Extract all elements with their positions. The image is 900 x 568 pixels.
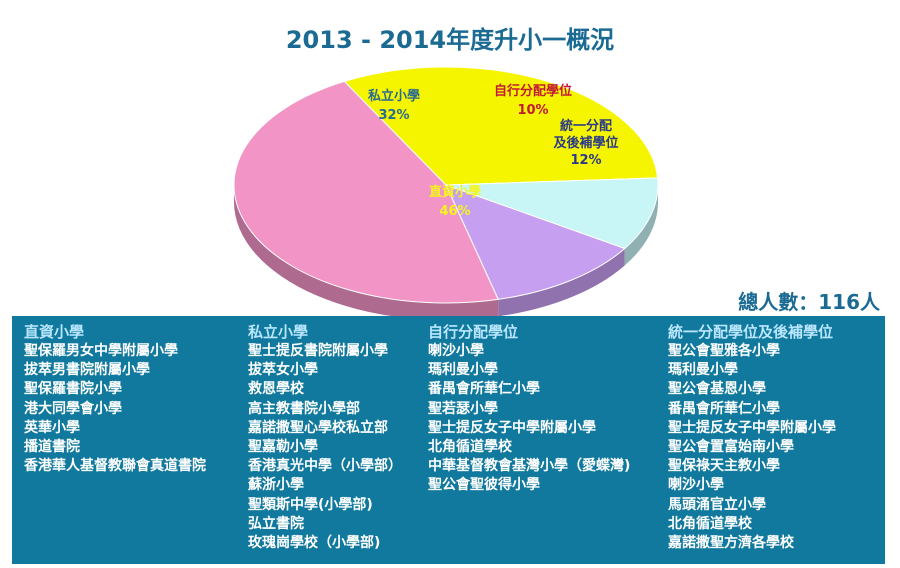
- school-item: 喇沙小學: [668, 477, 724, 494]
- school-item: 瑪利曼小學: [428, 362, 498, 379]
- column-private: 私立小學 聖士提反書院附屬小學 拔萃女小學救恩學校高主教書院小學部嘉諾撒聖心學校私…: [248, 322, 402, 553]
- column-heading: 私立小學: [248, 323, 309, 341]
- pie-slice: [343, 66, 659, 186]
- school-item: 聖士提反女子中學附屬小學: [428, 419, 596, 436]
- school-list-panel: 直資小學 聖保羅男女中學附屬小學 拔萃男書院附屬小學 聖保羅書院小學 港大同學會小學英…: [12, 316, 885, 564]
- column-direct-subsidy: 直資小學 聖保羅男女中學附屬小學 拔萃男書院附屬小學 聖保羅書院小學 港大同學會小學英…: [24, 322, 206, 476]
- school-item: 瑪利曼小學: [668, 362, 738, 379]
- school-item: 聖公會置富始南小學: [668, 439, 794, 456]
- school-item: 聖若瑟小學: [428, 400, 498, 417]
- pie-slice: [233, 80, 499, 304]
- school-item: 高主教書院小學部: [248, 400, 360, 417]
- school-item: 港大同學會小學: [24, 400, 122, 417]
- school-item: 聖公會聖雅各小學: [668, 343, 780, 359]
- pie-chart: 私立小學 32% 自行分配學位 10% 統一分配及後補學位 12% 直資小學 46%: [233, 66, 659, 316]
- pie-slice: [445, 177, 659, 250]
- school-item: 北角循道學校: [428, 439, 512, 456]
- school-item: 香港真光中學（小學部）: [248, 458, 402, 475]
- school-item: 中華基督教會基灣小學（愛蝶灣): [428, 458, 631, 475]
- school-item: 聖類斯中學(小學部): [248, 496, 373, 513]
- school-item: 馬頭涌官立小學: [668, 496, 766, 513]
- school-item: 聖保羅男女中學附屬小學: [24, 343, 178, 359]
- column-central-allocation: 統一分配學位及後補學位 聖公會聖雅各小學 瑪利曼小學聖公會基恩小學 番禺會所華仁小學…: [668, 322, 836, 553]
- total-count: 總人數：116人: [738, 290, 880, 314]
- school-item: 聖公會基恩小學: [668, 381, 766, 398]
- pie-slice: [445, 184, 626, 300]
- school-item: 喇沙小學: [428, 343, 484, 359]
- school-item: 救恩學校: [248, 381, 304, 398]
- column-heading: 統一分配學位及後補學位: [668, 323, 834, 341]
- school-item: 英華小學: [24, 419, 80, 436]
- school-item: 香港華人基督教聯會真道書院: [24, 458, 206, 475]
- school-item: 弘立書院: [248, 515, 304, 532]
- pie-wall: [234, 185, 499, 316]
- slice-value: 10%: [517, 103, 548, 118]
- column-heading: 自行分配學位: [428, 323, 519, 341]
- school-item: 拔萃男書院附屬小學: [24, 362, 150, 379]
- school-item: 拔萃女小學: [248, 362, 318, 379]
- school-item: 聖士提反女子中學附屬小學: [668, 419, 836, 436]
- slice-value: 46%: [439, 204, 470, 219]
- pie-wall: [624, 185, 658, 266]
- school-item: 聖保祿天主教小學: [668, 458, 780, 475]
- school-item: 嘉諾撒聖心學校私立部: [248, 419, 388, 436]
- pie-wall: [498, 248, 625, 316]
- slice-label: 統一分配及後補學位 12%: [553, 118, 618, 168]
- slice-value: 32%: [378, 108, 409, 123]
- school-item: 嘉諾撒聖方濟各學校: [668, 535, 794, 552]
- slice-label: 自行分配學位: [494, 83, 572, 99]
- school-item: 蘇浙小學: [248, 477, 304, 494]
- school-item: 番禺會所華仁小學: [428, 381, 540, 398]
- slice-label: 私立小學: [368, 88, 420, 104]
- school-item: 聖士提反書院附屬小學: [248, 343, 388, 359]
- chart-title: 2013 - 2014年度升小一概況: [285, 26, 615, 54]
- column-heading: 直資小學: [24, 323, 85, 341]
- school-item: 玫瑰崗學校（小學部): [248, 535, 381, 552]
- column-discretionary: 自行分配學位 喇沙小學瑪利曼小學番禺會所華仁小學 聖若瑟小學聖士提反女子中學附屬小…: [428, 322, 630, 496]
- school-item: 番禺會所華仁小學: [668, 400, 780, 417]
- school-item: 聖嘉勒小學: [248, 439, 318, 456]
- school-item: 聖保羅書院小學: [24, 381, 122, 398]
- school-item: 聖公會聖彼得小學: [428, 477, 540, 494]
- school-item: 北角循道學校: [668, 515, 752, 532]
- school-item: 播道書院: [24, 439, 80, 456]
- slice-label: 直資小學: [429, 184, 481, 200]
